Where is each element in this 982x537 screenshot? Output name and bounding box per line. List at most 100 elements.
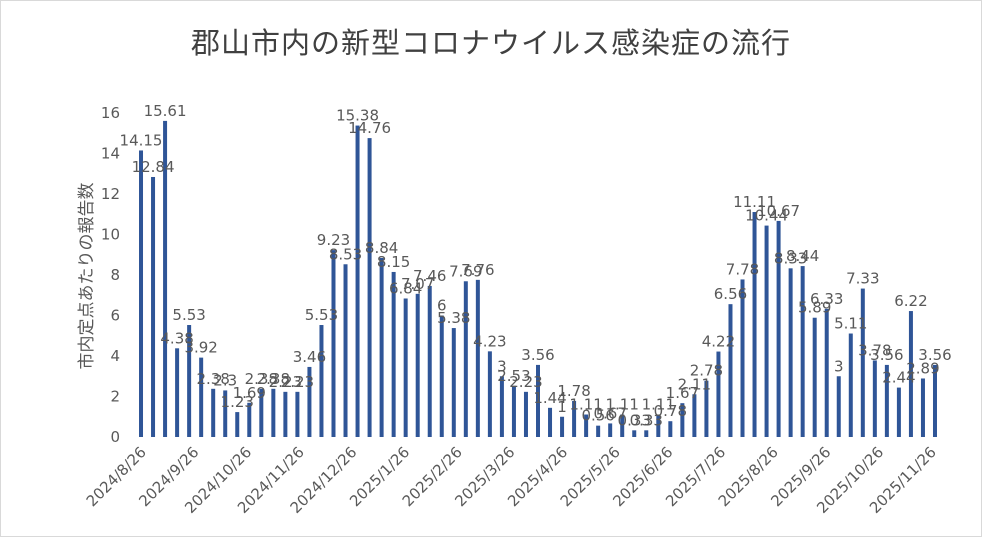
y-axis-ticks: 0 2 4 6 8 10 12 14 16 — [101, 104, 120, 446]
bar — [656, 414, 661, 437]
bar — [319, 325, 324, 437]
data-label: 2.89 — [906, 359, 939, 377]
bar — [836, 376, 841, 437]
data-label: 5.11 — [834, 315, 867, 333]
data-label: 2.38 — [245, 370, 278, 388]
data-label: 5.53 — [172, 306, 205, 324]
y-axis-title: 市内定点あたりの報告数 — [77, 183, 97, 370]
bar — [896, 387, 901, 437]
data-label: 3.78 — [858, 341, 891, 359]
bar — [499, 376, 504, 437]
bar — [175, 348, 180, 437]
bar — [704, 380, 709, 437]
data-label: 7.78 — [726, 260, 759, 278]
y-tick-label: 4 — [110, 347, 120, 365]
chart-title: 郡山市内の新型コロナウイルス感染症の流行 — [190, 26, 791, 60]
bar — [511, 385, 516, 437]
bar — [548, 407, 553, 437]
bar — [848, 333, 853, 437]
bar — [403, 298, 408, 437]
bar — [151, 176, 156, 438]
data-label: 10.44 — [745, 207, 788, 225]
data-label: 10.67 — [757, 202, 800, 220]
data-label: 2.23 — [509, 373, 542, 391]
data-label: 12.84 — [132, 158, 175, 176]
bar — [920, 378, 925, 437]
data-label: 0.33 — [630, 411, 663, 429]
data-label: 2.38 — [257, 370, 290, 388]
y-tick-label: 2 — [110, 388, 120, 406]
bar — [283, 391, 288, 437]
data-label: 7.07 — [401, 275, 434, 293]
data-label: 2.78 — [690, 362, 723, 380]
bar — [584, 414, 589, 437]
bar — [523, 391, 528, 437]
data-label: 9.23 — [317, 231, 350, 249]
data-label: 8.44 — [786, 247, 819, 265]
bar — [860, 288, 865, 437]
bar — [932, 364, 937, 437]
bar — [872, 360, 877, 437]
data-label: 1.78 — [557, 382, 590, 400]
bar — [475, 279, 480, 437]
y-tick-label: 0 — [110, 428, 120, 446]
bar — [824, 308, 829, 437]
bar — [764, 225, 769, 437]
bar — [560, 416, 565, 437]
bar — [427, 285, 432, 437]
bar — [199, 357, 204, 437]
bar — [271, 388, 276, 437]
bar — [776, 220, 781, 437]
data-label: 2.3 — [213, 371, 237, 389]
data-label: 3.56 — [521, 346, 554, 364]
y-tick-label: 8 — [110, 266, 120, 284]
data-label: 6.84 — [389, 279, 422, 297]
bar — [379, 257, 384, 437]
data-label: 1.69 — [233, 384, 266, 402]
bar — [608, 423, 613, 437]
data-label: 7.69 — [449, 262, 482, 280]
data-label: 1.11 — [606, 396, 639, 414]
bars — [139, 120, 937, 438]
y-tick-label: 6 — [110, 307, 120, 325]
bar — [680, 403, 685, 437]
bar — [331, 250, 336, 437]
bar — [716, 351, 721, 437]
data-label: 2.23 — [281, 373, 314, 391]
bar — [163, 120, 168, 438]
bar — [463, 281, 468, 437]
bar — [536, 364, 540, 437]
bar — [908, 311, 913, 437]
bar — [644, 430, 649, 437]
data-label: 0.78 — [654, 402, 687, 420]
bar — [223, 390, 228, 437]
data-label: 15.61 — [144, 102, 187, 120]
bar — [692, 394, 697, 437]
data-label: 7.76 — [461, 261, 494, 279]
data-label: 2.53 — [497, 367, 530, 385]
data-label: 1.44 — [533, 389, 566, 407]
data-label: 3 — [834, 357, 844, 375]
bar — [752, 212, 757, 437]
data-label: 0.33 — [618, 411, 651, 429]
data-label: 7.46 — [413, 267, 446, 285]
data-label: 3.92 — [184, 339, 217, 357]
bar — [367, 138, 372, 438]
data-label: 1 — [557, 398, 567, 416]
data-labels: 14.1512.8415.614.385.533.922.382.31.231.… — [120, 102, 952, 429]
data-label: 15.38 — [336, 107, 379, 125]
bar — [139, 150, 144, 437]
data-label: 6.56 — [714, 285, 747, 303]
y-tick-label: 14 — [101, 145, 120, 163]
data-label: 2.38 — [196, 370, 229, 388]
bar — [740, 279, 745, 437]
bar — [187, 325, 192, 437]
bar — [632, 430, 637, 437]
data-label: 6 — [437, 297, 447, 315]
y-axis-title-group: 市内定点あたりの報告数 — [77, 183, 97, 370]
y-tick-label: 16 — [101, 104, 120, 122]
data-label: 1.11 — [569, 396, 602, 414]
bar — [620, 414, 625, 437]
data-label: 6.22 — [894, 292, 927, 310]
